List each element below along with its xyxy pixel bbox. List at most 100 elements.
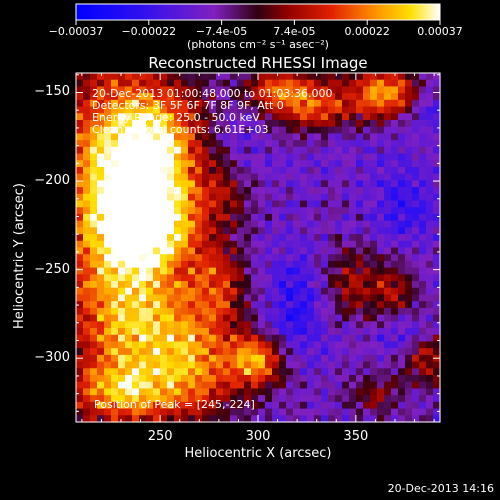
heatmap-cell bbox=[125, 254, 133, 262]
heatmap-cell bbox=[139, 207, 147, 215]
heatmap-cell bbox=[258, 213, 266, 222]
heatmap-cell bbox=[111, 408, 119, 416]
heatmap-cell bbox=[293, 187, 301, 195]
heatmap-cell bbox=[139, 126, 147, 134]
heatmap-cell bbox=[139, 301, 147, 309]
heatmap-cell bbox=[111, 415, 119, 423]
heatmap-cell bbox=[118, 234, 126, 242]
heatmap-cell bbox=[209, 93, 217, 101]
heatmap-cell bbox=[237, 86, 245, 94]
heatmap-cell bbox=[118, 254, 126, 262]
heatmap-cell bbox=[405, 234, 413, 242]
heatmap-cell bbox=[356, 260, 364, 269]
heatmap-cell bbox=[223, 240, 231, 249]
heatmap-cell bbox=[342, 401, 350, 410]
heatmap-cell bbox=[174, 287, 182, 296]
heatmap-cell bbox=[384, 247, 392, 255]
heatmap-cell bbox=[83, 415, 91, 423]
heatmap-cell bbox=[419, 408, 427, 416]
heatmap-cell bbox=[356, 73, 364, 81]
heatmap-cell bbox=[426, 247, 434, 255]
heatmap-cell bbox=[104, 173, 112, 181]
heatmap-cell bbox=[132, 73, 140, 81]
heatmap-cell bbox=[384, 113, 392, 121]
heatmap-cell bbox=[132, 227, 140, 235]
heatmap-cell bbox=[419, 381, 427, 390]
heatmap-cell bbox=[167, 193, 175, 202]
heatmap-cell bbox=[132, 267, 140, 275]
heatmap-cell bbox=[230, 200, 238, 208]
heatmap-cell bbox=[216, 321, 224, 329]
heatmap-cell bbox=[307, 213, 315, 222]
heatmap-cell bbox=[90, 314, 98, 322]
heatmap-cell bbox=[342, 146, 350, 155]
heatmap-cell bbox=[76, 415, 84, 423]
heatmap-cell bbox=[405, 328, 413, 336]
heatmap-cell bbox=[363, 99, 371, 108]
heatmap-cell bbox=[188, 408, 196, 416]
heatmap-cell bbox=[412, 180, 420, 188]
heatmap-cell bbox=[384, 267, 392, 275]
heatmap-cell bbox=[139, 133, 147, 141]
heatmap-cell bbox=[202, 381, 210, 390]
heatmap-cell bbox=[398, 79, 406, 88]
heatmap-cell bbox=[97, 180, 105, 188]
heatmap-cell bbox=[328, 294, 336, 302]
heatmap-cell bbox=[265, 287, 273, 296]
heatmap-cell bbox=[384, 220, 392, 228]
heatmap-cell bbox=[349, 146, 357, 155]
heatmap-cell bbox=[153, 415, 161, 423]
heatmap-cell bbox=[342, 140, 350, 148]
heatmap-cell bbox=[104, 388, 112, 396]
heatmap-cell bbox=[433, 287, 441, 296]
heatmap-cell bbox=[139, 361, 147, 369]
heatmap-cell bbox=[286, 140, 294, 148]
heatmap-cell bbox=[412, 341, 420, 349]
heatmap-cell bbox=[174, 415, 182, 423]
heatmap-cell bbox=[111, 86, 119, 94]
heatmap-cell bbox=[251, 119, 259, 128]
heatmap-cell bbox=[328, 348, 336, 356]
heatmap-cell bbox=[272, 301, 280, 309]
heatmap-cell bbox=[307, 388, 315, 396]
heatmap-cell bbox=[279, 79, 287, 88]
heatmap-cell bbox=[174, 207, 182, 215]
heatmap-cell bbox=[279, 166, 287, 175]
heatmap-cell bbox=[321, 220, 329, 228]
heatmap-cell bbox=[132, 408, 140, 416]
heatmap-cell bbox=[314, 220, 322, 228]
heatmap-cell bbox=[426, 267, 434, 275]
heatmap-cell bbox=[153, 79, 161, 88]
heatmap-cell bbox=[167, 207, 175, 215]
heatmap-cell bbox=[342, 173, 350, 181]
heatmap-cell bbox=[349, 395, 357, 403]
heatmap-cell bbox=[237, 267, 245, 275]
heatmap-cell bbox=[279, 240, 287, 249]
heatmap-cell bbox=[125, 301, 133, 309]
heatmap-cell bbox=[314, 328, 322, 336]
heatmap-cell bbox=[251, 207, 259, 215]
heatmap-cell bbox=[83, 301, 91, 309]
heatmap-cell bbox=[398, 408, 406, 416]
heatmap-cell bbox=[391, 348, 399, 356]
heatmap-cell bbox=[195, 375, 203, 383]
heatmap-cell bbox=[216, 146, 224, 155]
heatmap-cell bbox=[181, 307, 189, 316]
heatmap-cell bbox=[111, 301, 119, 309]
heatmap-cell bbox=[76, 381, 84, 390]
heatmap-cell bbox=[349, 113, 357, 121]
heatmap-cell bbox=[244, 281, 252, 289]
heatmap-cell bbox=[83, 126, 91, 134]
heatmap-cell bbox=[286, 354, 294, 363]
heatmap-cell bbox=[363, 260, 371, 269]
heatmap-cell bbox=[384, 153, 392, 161]
heatmap-cell bbox=[419, 133, 427, 141]
heatmap-cell bbox=[363, 321, 371, 329]
heatmap-cell bbox=[83, 368, 91, 376]
heatmap-cell bbox=[314, 86, 322, 94]
heatmap-cell bbox=[125, 166, 133, 175]
heatmap-cell bbox=[237, 334, 245, 343]
heatmap-cell bbox=[307, 73, 315, 81]
heatmap-cell bbox=[244, 220, 252, 228]
heatmap-cell bbox=[223, 328, 231, 336]
